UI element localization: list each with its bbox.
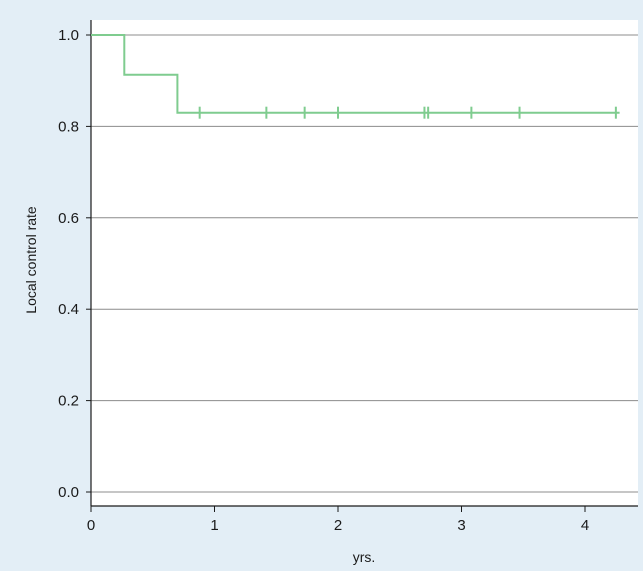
x-axis-label: yrs. — [353, 549, 376, 565]
y-tick-label: 0.6 — [58, 210, 79, 227]
axes — [86, 20, 638, 512]
x-tick-label: 2 — [334, 517, 342, 534]
y-axis-label: Local control rate — [23, 206, 39, 314]
plot-background — [91, 20, 638, 506]
y-tick-label: 0.2 — [58, 393, 79, 410]
tick-labels: 0.0 0.2 0.4 0.6 0.8 1.0 0 1 2 3 4 — [58, 27, 589, 534]
y-tick-label: 0.0 — [58, 484, 79, 501]
y-tick-label: 0.4 — [58, 301, 79, 318]
x-tick-label: 3 — [457, 517, 465, 534]
gridlines — [91, 34, 638, 493]
x-tick-label: 1 — [210, 517, 218, 534]
survival-curve — [91, 34, 620, 114]
y-tick-label: 0.8 — [58, 118, 79, 135]
x-tick-label: 4 — [581, 517, 589, 534]
y-tick-label: 1.0 — [58, 27, 79, 44]
series-layer — [91, 34, 620, 119]
x-tick-label: 0 — [87, 517, 95, 534]
